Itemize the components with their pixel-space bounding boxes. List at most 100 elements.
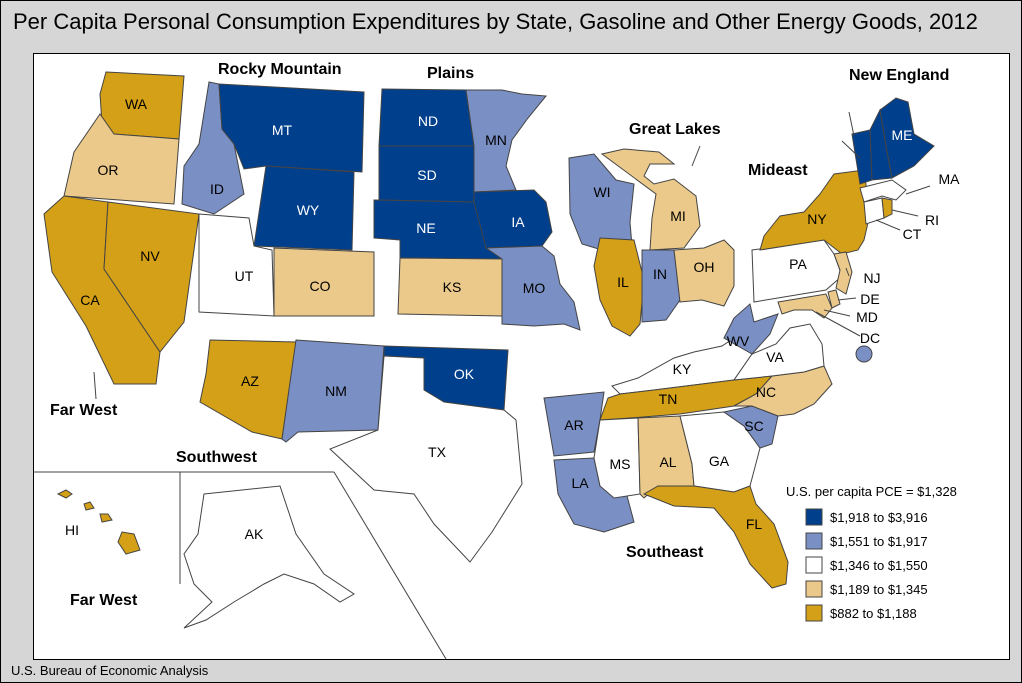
state-label-AZ: AZ [241,373,259,389]
state-CO[interactable] [273,247,375,317]
legend-title: U.S. per capita PCE = $1,328 [786,484,957,499]
state-label-CT: CT [903,226,922,242]
state-AK[interactable] [183,485,355,629]
state-label-UT: UT [235,268,254,284]
state-label-MD: MD [856,309,878,325]
state-label-ME: ME [892,127,913,143]
state-label-WV: WV [727,333,750,349]
state-label-HI: HI [65,522,79,538]
state-IL[interactable] [593,237,645,337]
state-label-MS: MS [610,456,631,472]
leader-line [848,111,855,137]
state-label-AL: AL [659,454,676,470]
state-TX[interactable] [329,355,523,563]
state-label-NE: NE [416,220,435,236]
state-MO[interactable] [484,245,581,331]
state-label-MI: MI [670,208,686,224]
legend-label: $1,346 to $1,550 [830,558,928,573]
state-IN[interactable] [641,249,681,323]
inset-divider [333,471,447,659]
state-DC[interactable] [855,345,873,363]
state-label-SC: SC [744,418,763,434]
state-label-LA: LA [571,475,589,491]
state-label-NC: NC [756,384,776,400]
state-OH[interactable] [673,239,735,307]
state-labels: WA OR CA NV ID MT WY UT CO AZ NM ND SD NE KS OK TX MN IA MO… [65,96,960,542]
state-WY[interactable] [253,165,355,251]
state-label-NJ: NJ [863,270,880,286]
leader-line [691,145,701,167]
leader-line [875,219,901,231]
state-ME[interactable] [879,97,935,179]
state-CT[interactable] [863,197,885,225]
state-DE[interactable] [827,289,841,309]
state-label-VA: VA [766,349,784,365]
state-label-WY: WY [297,202,320,218]
state-label-AK: AK [245,526,264,542]
state-MT[interactable] [218,83,365,173]
state-NJ[interactable] [833,251,853,295]
legend-swatch [805,604,823,622]
state-label-KS: KS [443,279,462,295]
state-NC[interactable] [733,365,833,417]
state-label-SD: SD [417,167,436,183]
state-label-IN: IN [653,266,667,282]
state-label-OK: OK [454,366,475,382]
map-panel: WA OR CA NV ID MT WY UT CO AZ NM ND SD NE KS OK TX MN IA MO… [33,53,1010,660]
state-label-OH: OH [694,259,715,275]
state-label-DC: DC [860,330,880,346]
legend: U.S. per capita PCE = $1,328 $1,918 to $… [786,484,957,622]
leader-line [905,185,931,195]
state-label-IL: IL [617,274,629,290]
state-label-MN: MN [485,132,507,148]
state-MN[interactable] [465,89,547,193]
state-label-WI: WI [593,184,610,200]
state-IA[interactable] [473,189,553,249]
leader-line [815,311,861,337]
leader-line [823,309,851,317]
state-label-IA: IA [511,214,525,230]
region-mideast: Mideast [748,162,808,179]
state-label-CO: CO [310,278,331,294]
state-label-MT: MT [272,122,293,138]
state-RI[interactable] [881,197,893,219]
state-label-TX: TX [428,444,447,460]
state-label-KY: KY [673,361,692,377]
state-label-MA: MA [939,171,961,187]
state-label-NY: NY [807,211,827,227]
region-rocky-mountain: Rocky Mountain [218,61,342,78]
state-VA[interactable] [732,323,825,381]
leader-line [837,297,857,301]
region-southeast: Southeast [626,544,704,561]
legend-swatch [805,580,823,598]
state-label-MO: MO [523,280,546,296]
legend-swatch [805,508,823,526]
legend-label: $1,551 to $1,917 [830,534,928,549]
state-label-RI: RI [925,212,939,228]
state-label-WA: WA [125,96,148,112]
state-label-GA: GA [709,453,730,469]
state-UT[interactable] [198,213,275,317]
leader-line [845,267,850,277]
state-label-NH: NH [853,104,873,120]
state-FL[interactable] [642,485,789,589]
region-plains: Plains [427,65,474,82]
legend-label: $882 to $1,188 [830,606,917,621]
legend-label: $1,918 to $3,916 [830,510,928,525]
leader-line [841,140,861,159]
state-MD[interactable] [777,293,833,319]
us-map: WA OR CA NV ID MT WY UT CO AZ NM ND SD NE KS OK TX MN IA MO… [34,61,960,659]
state-AZ[interactable] [199,339,297,440]
state-label-ID: ID [210,181,224,197]
region-far-west-inset: Far West [70,592,138,609]
state-label-ND: ND [418,113,438,129]
state-label-PA: PA [789,256,807,272]
state-HI[interactable] [56,489,141,555]
state-label-NV: NV [140,248,160,264]
state-MI[interactable] [600,148,701,251]
state-WI[interactable] [568,153,635,251]
state-label-CA: CA [80,292,100,308]
state-NV[interactable] [103,201,200,353]
state-WV[interactable] [723,303,779,355]
